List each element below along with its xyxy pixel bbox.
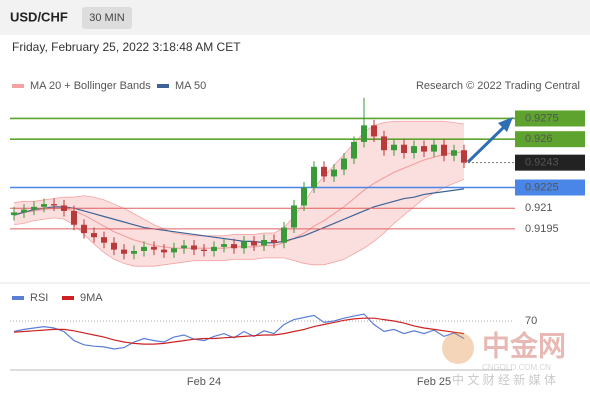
candle-body bbox=[351, 141, 357, 159]
x-tick-label: Feb 24 bbox=[187, 376, 221, 388]
candle-body bbox=[51, 204, 57, 206]
level-label-box bbox=[515, 131, 585, 148]
candle-body bbox=[221, 244, 227, 247]
indicator-line bbox=[13, 313, 465, 350]
candle-body bbox=[311, 166, 317, 188]
candle-body bbox=[441, 144, 447, 156]
candle-body bbox=[41, 204, 47, 207]
candle-body bbox=[161, 249, 167, 253]
level-label: 0.9243 bbox=[525, 157, 559, 169]
candle-body bbox=[461, 150, 467, 163]
legend-label: RSI bbox=[30, 292, 48, 304]
interval-badge[interactable] bbox=[82, 7, 132, 29]
candle-body bbox=[121, 249, 127, 254]
watermark: 中金网 CNGOLD.COM.CN 中 文 财 经 新 媒 体 bbox=[442, 329, 566, 387]
candle-body bbox=[331, 169, 337, 177]
legend-swatch bbox=[157, 84, 169, 88]
candle-body bbox=[431, 144, 437, 152]
forecast-arrow bbox=[466, 124, 507, 164]
candle-body bbox=[371, 125, 377, 137]
legend-swatch bbox=[12, 84, 24, 88]
legend-label: 9MA bbox=[80, 292, 103, 304]
watermark-tagline: 中 文 财 经 新 媒 体 bbox=[452, 372, 556, 387]
candle-body bbox=[341, 158, 347, 170]
legend-swatch bbox=[62, 296, 74, 300]
level-label-box bbox=[515, 154, 585, 171]
candle-body bbox=[201, 249, 207, 252]
level-label-box bbox=[515, 110, 585, 127]
candle-body bbox=[211, 246, 217, 252]
candle-body bbox=[71, 210, 77, 225]
band-edge bbox=[13, 120, 465, 237]
candle-body bbox=[301, 187, 307, 206]
symbol: USD/CHF bbox=[10, 9, 68, 24]
candle-body bbox=[241, 241, 247, 249]
candle-body bbox=[111, 242, 117, 250]
datetime: Friday, February 25, 2022 3:18:48 AM CET bbox=[12, 40, 241, 54]
interval[interactable]: 30 MIN bbox=[89, 12, 125, 24]
moving-average bbox=[13, 188, 465, 244]
level-label: 0.9225 bbox=[525, 181, 559, 193]
candle-body bbox=[81, 224, 87, 234]
watermark-logo bbox=[442, 332, 474, 364]
candle-body bbox=[231, 244, 237, 249]
candle-body bbox=[91, 233, 97, 238]
level-label-box bbox=[515, 179, 585, 196]
candle-body bbox=[31, 206, 37, 210]
y-tick-label: 70 bbox=[525, 315, 537, 327]
moving-average bbox=[13, 151, 465, 249]
legend-label: MA 50 bbox=[175, 80, 206, 92]
level-label: 0.9275 bbox=[525, 112, 559, 124]
candle-body bbox=[261, 239, 267, 246]
candle-body bbox=[381, 136, 387, 151]
candle-body bbox=[171, 248, 177, 253]
watermark-brand: 中金网 bbox=[482, 329, 566, 361]
candle-body bbox=[401, 144, 407, 153]
candle-body bbox=[251, 241, 257, 246]
watermark-site: CNGOLD.COM.CN bbox=[482, 363, 551, 372]
legend-swatch bbox=[12, 296, 24, 300]
candle-body bbox=[191, 245, 197, 250]
candle-body bbox=[291, 205, 297, 228]
legend-label: MA 20 + Bollinger Bands bbox=[30, 80, 151, 92]
credit: Research © 2022 Trading Central bbox=[416, 80, 580, 92]
candle-body bbox=[11, 212, 17, 216]
candle-body bbox=[451, 150, 457, 156]
candle-body bbox=[361, 125, 367, 142]
candle-body bbox=[141, 246, 147, 252]
candle-body bbox=[271, 239, 277, 243]
level-label: 0.926 bbox=[525, 133, 553, 145]
forecast-arrow-head bbox=[498, 117, 513, 132]
candle-body bbox=[61, 205, 67, 211]
level-label: 0.921 bbox=[525, 202, 553, 214]
candle-body bbox=[391, 144, 397, 151]
candle-body bbox=[21, 209, 27, 213]
candle-body bbox=[411, 146, 417, 153]
candle-body bbox=[131, 251, 137, 254]
level-label: 0.9195 bbox=[525, 223, 559, 235]
candle-body bbox=[321, 166, 327, 177]
x-tick-label: Feb 25 bbox=[417, 376, 451, 388]
band-edge bbox=[13, 178, 465, 267]
indicator-line bbox=[13, 317, 465, 345]
candle-body bbox=[101, 237, 107, 243]
candle-body bbox=[421, 146, 427, 152]
bollinger-band bbox=[14, 121, 464, 267]
candle-body bbox=[181, 245, 187, 249]
candle-body bbox=[281, 227, 287, 243]
candle-body bbox=[151, 246, 157, 250]
